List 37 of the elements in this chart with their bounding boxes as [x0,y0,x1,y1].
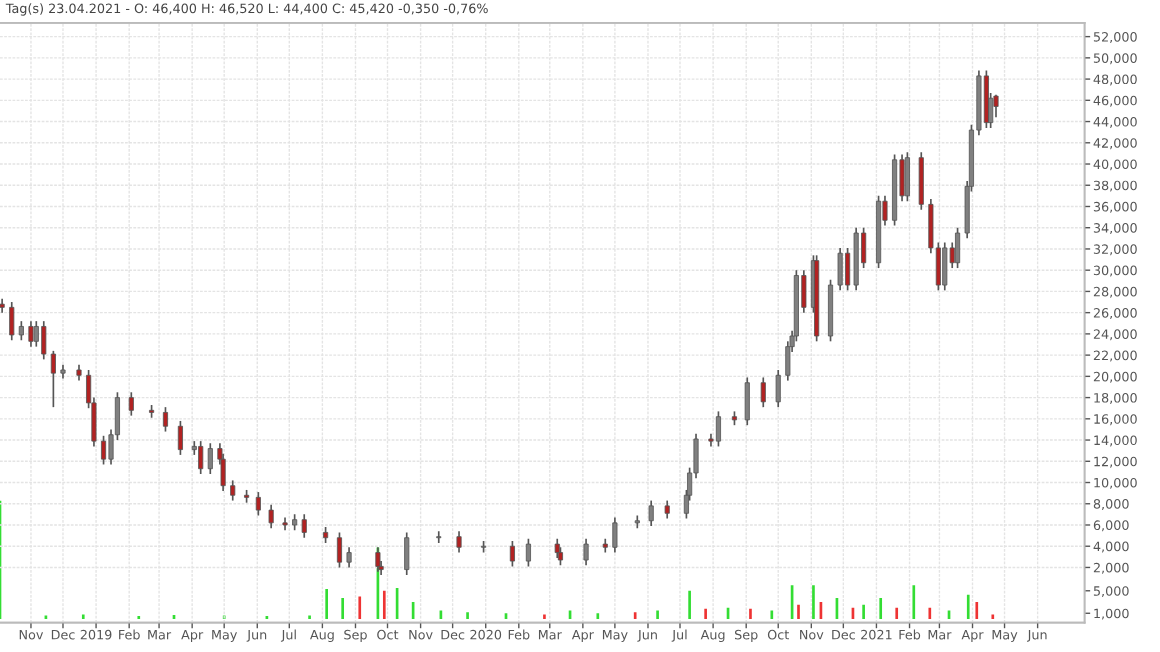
candlestick [715,410,721,448]
candlestick [760,376,766,408]
candlestick [744,376,750,427]
candlestick [775,369,781,408]
candlestick [918,151,924,211]
candlestick [230,479,236,502]
candlestick [41,320,47,361]
candlestick [177,420,183,456]
candlestick [554,537,560,559]
candlestick [50,350,56,408]
candlestick [33,320,39,348]
candlestick [664,499,670,520]
candlestick [301,513,307,539]
candlestick [336,531,343,569]
candlestick [128,391,134,417]
candlestick [404,531,410,576]
candlestick [583,537,589,567]
candlestick [18,320,24,342]
candlestick [198,440,204,475]
candlestick [904,151,910,203]
candlestick [436,530,442,544]
candlestick [612,516,618,554]
candlestick [255,491,261,517]
candlestick [346,546,352,569]
candlestick [162,406,169,433]
candlestick [28,320,34,348]
candlestick [837,247,843,292]
candlestick [509,540,515,568]
candlestick [955,226,961,269]
candlestick [456,530,462,554]
candlestick [207,442,213,475]
candlestick [100,434,107,466]
candlestick [9,301,15,342]
candlestick [268,503,274,530]
candlestick [648,499,654,527]
candlestick [942,241,948,292]
candlestick [525,537,531,568]
